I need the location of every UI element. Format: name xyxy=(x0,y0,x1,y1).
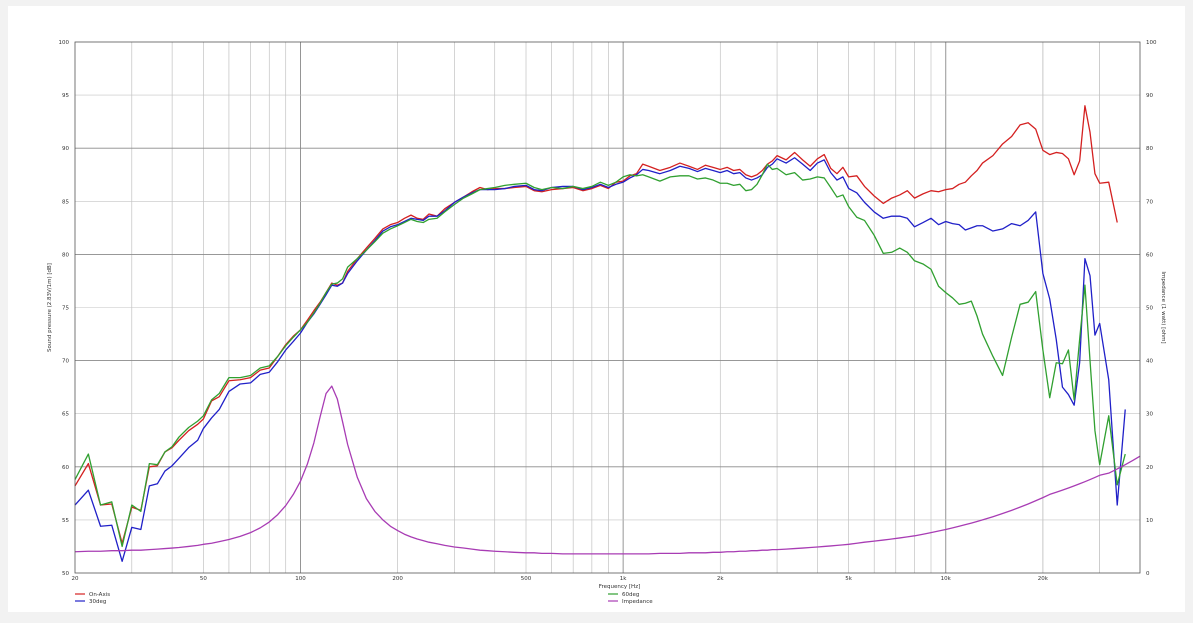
axis-ticks: 20 50 100 200 500 1k 2k 5k 10k 20k505560657075808… xyxy=(59,40,1157,582)
series-line-60deg xyxy=(74,163,1126,548)
series-line-30deg xyxy=(74,157,1126,562)
x-tick-label: 500 xyxy=(521,576,532,582)
y-tick-label-right: 40 xyxy=(1146,359,1153,365)
frequency-response-chart: 20 50 100 200 500 1k 2k 5k 10k 20k505560657075808… xyxy=(47,40,1166,605)
x-tick-label: 5k xyxy=(845,576,852,582)
y-tick-label-right: 70 xyxy=(1146,199,1153,205)
y-tick-label-left: 95 xyxy=(62,93,69,99)
x-tick-label: 20 xyxy=(72,576,79,582)
x-tick-label: 20k xyxy=(1038,576,1049,582)
y-tick-label-left: 50 xyxy=(62,571,69,577)
y-tick-label-right: 90 xyxy=(1146,93,1153,99)
chart-panel: 20 50 100 200 500 1k 2k 5k 10k 20k 50 55 60 65 70 75 80 8… xyxy=(8,6,1185,612)
y-tick-label-left: 85 xyxy=(62,199,69,205)
y-tick-label-right: 100 xyxy=(1146,40,1157,46)
y-tick-label-left: 55 xyxy=(62,518,69,524)
legend-label: 30deg xyxy=(89,599,106,605)
x-tick-label: 50 xyxy=(200,576,207,582)
y-tick-label-right: 20 xyxy=(1146,465,1153,471)
series-line-on-axis xyxy=(74,105,1118,544)
x-tick-label: 2k xyxy=(717,576,724,582)
y-tick-label-right: 50 xyxy=(1146,306,1153,312)
x-tick-label: 200 xyxy=(392,576,403,582)
y-tick-label-left: 70 xyxy=(62,359,69,365)
y-tick-label-left: 75 xyxy=(62,306,69,312)
series-lines xyxy=(74,105,1141,562)
x-axis-label: Frequency [Hz] xyxy=(599,584,640,590)
legend-label: On-Axis xyxy=(89,592,110,598)
legend-label: Impedance xyxy=(622,599,653,605)
y-axis-label-right: Impedance (1 watt) [ohm] xyxy=(1160,271,1166,343)
y-tick-label-left: 100 xyxy=(59,40,70,46)
grid xyxy=(75,42,1140,573)
y-tick-label-left: 90 xyxy=(62,146,69,152)
y-tick-label-right: 10 xyxy=(1146,518,1153,524)
y-tick-label-right: 30 xyxy=(1146,412,1153,418)
legend-label: 60deg xyxy=(622,592,639,598)
x-tick-label: 100 xyxy=(295,576,306,582)
y-tick-label-left: 80 xyxy=(62,252,69,258)
y-tick-label-right: 60 xyxy=(1146,252,1153,258)
plot-border xyxy=(74,41,1141,574)
series-line-impedance xyxy=(74,385,1141,555)
y-tick-label-right: 0 xyxy=(1146,571,1150,577)
y-tick-label-left: 60 xyxy=(62,465,69,471)
y-axis-label-left: Sound pressure (2.83V/1m) [dB] xyxy=(47,263,53,352)
x-tick-label: 1k xyxy=(620,576,627,582)
y-tick-label-left: 65 xyxy=(62,412,69,418)
y-tick-label-right: 80 xyxy=(1146,146,1153,152)
x-tick-label: 10k xyxy=(941,576,952,582)
